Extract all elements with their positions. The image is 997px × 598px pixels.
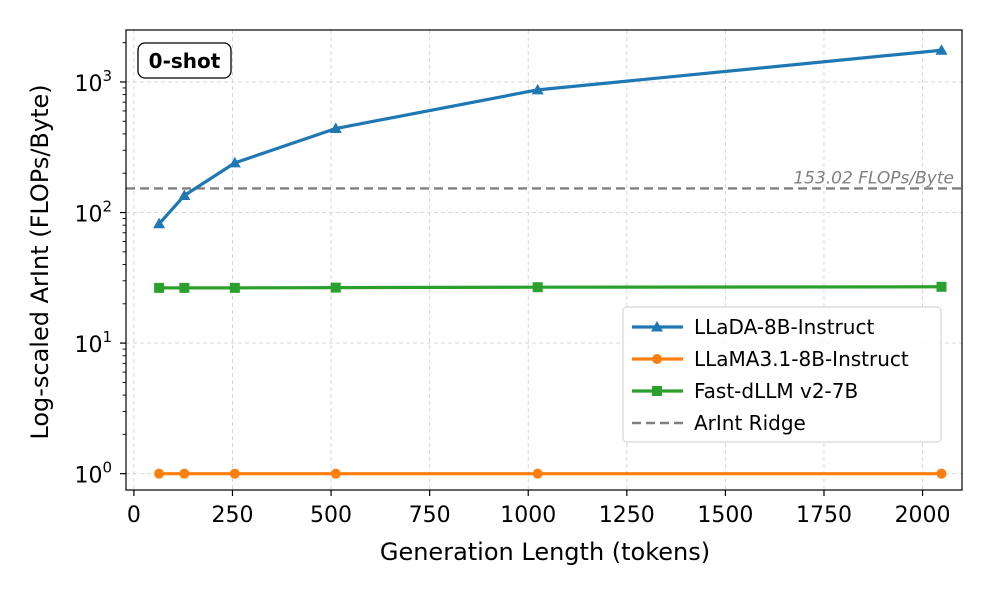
shot-badge-label: 0-shot <box>149 49 221 73</box>
x-axis-title: Generation Length (tokens) <box>380 538 710 566</box>
data-point <box>531 83 544 95</box>
data-point <box>178 189 191 201</box>
legend-entry: ArInt Ridge <box>632 411 806 435</box>
axes: 0 250 500 750 1000 1250 1500 1750 2000 100 101 102 1… <box>74 42 951 528</box>
shot-badge-box <box>137 42 232 79</box>
legend-entry: LLaDA-8B-Instruct <box>632 315 874 339</box>
data-point <box>179 468 190 479</box>
legend-entry: LLaMA3.1-8B-Instruct <box>632 347 909 371</box>
legend: LLaDA-8B-Instruct LLaMA3.1-8B-Instruct Fas… <box>622 306 942 443</box>
x-tick-label: 1750 <box>796 503 852 528</box>
y-tick-label: 101 <box>74 328 112 358</box>
series-line <box>157 48 942 225</box>
x-tick-label: 1250 <box>599 503 655 528</box>
x-tick-label: 500 <box>310 503 352 528</box>
data-point <box>153 217 166 229</box>
data-point <box>154 468 165 479</box>
legend-entry: Fast-dLLM v2-7B <box>632 379 858 403</box>
data-point <box>330 282 341 293</box>
x-tick-label: 1500 <box>697 503 753 528</box>
legend-swatch-marker <box>651 321 663 332</box>
data-point <box>532 468 543 479</box>
x-tick-label: 1000 <box>500 503 556 528</box>
y-tick-label: 103 <box>74 67 112 97</box>
legend-label: LLaDA-8B-Instruct <box>694 315 874 339</box>
legend-label: ArInt Ridge <box>694 411 806 435</box>
data-point <box>229 282 240 293</box>
series-1 <box>154 468 947 479</box>
plot-area-frame <box>125 29 963 491</box>
legend-label: LLaMA3.1-8B-Instruct <box>694 347 909 371</box>
data-point <box>936 281 947 292</box>
y-tick-label: 102 <box>74 198 112 228</box>
data-point <box>936 468 947 479</box>
data-point <box>532 282 543 293</box>
data-point <box>228 156 241 168</box>
legend-swatch-marker <box>652 386 662 396</box>
series-2 <box>154 281 947 293</box>
legend-box <box>622 306 942 443</box>
reference-line-layer: 153.02 FLOPs/Byte <box>126 168 962 190</box>
series-0 <box>153 44 948 229</box>
x-tick-label: 750 <box>409 503 451 528</box>
data-point <box>935 44 948 55</box>
shot-badge: 0-shot <box>137 42 232 79</box>
data-point <box>154 282 165 293</box>
legend-label: Fast-dLLM v2-7B <box>694 379 858 403</box>
x-tick-label: 250 <box>211 503 253 528</box>
x-tick-label: 2000 <box>895 503 951 528</box>
x-tick-label: 0 <box>127 503 141 528</box>
arint-ridge-label: 153.02 FLOPs/Byte <box>793 168 954 188</box>
data-point <box>329 122 342 134</box>
series-line <box>159 285 942 290</box>
y-tick-label: 100 <box>74 459 112 489</box>
y-axis-title: Log-scaled ArInt (FLOPs/Byte) <box>26 84 54 439</box>
data-point <box>330 468 341 479</box>
data-point <box>179 282 190 293</box>
series-layer <box>153 44 948 479</box>
legend-swatch-marker <box>652 354 662 364</box>
data-point <box>229 468 240 479</box>
